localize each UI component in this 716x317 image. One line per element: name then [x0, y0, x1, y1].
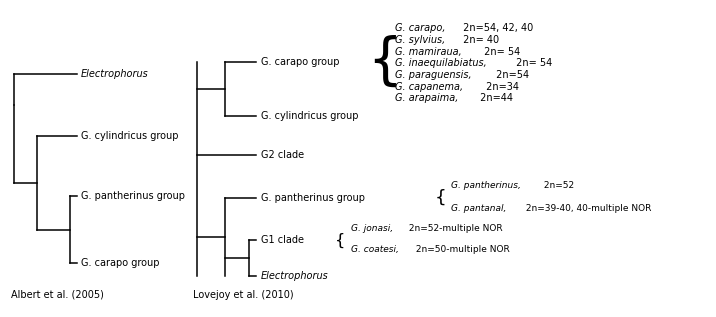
- Text: G. inaequilabiatus,: G. inaequilabiatus,: [395, 58, 487, 68]
- Text: 2n=54, 42, 40: 2n=54, 42, 40: [460, 23, 533, 34]
- Text: G1 clade: G1 clade: [261, 235, 304, 245]
- Text: 2n= 40: 2n= 40: [460, 35, 499, 45]
- Text: G. sylvius,: G. sylvius,: [395, 35, 445, 45]
- Text: 2n=44: 2n=44: [477, 94, 513, 103]
- Text: {: {: [435, 189, 447, 207]
- Text: G. pantanal,: G. pantanal,: [451, 204, 507, 213]
- Text: {: {: [335, 232, 346, 248]
- Text: G. coatesi,: G. coatesi,: [351, 245, 399, 254]
- Text: G. jonasi,: G. jonasi,: [351, 224, 393, 233]
- Text: Electrophorus: Electrophorus: [81, 69, 149, 79]
- Text: G. arapaima,: G. arapaima,: [395, 94, 458, 103]
- Text: G. mamiraua,: G. mamiraua,: [395, 47, 462, 57]
- Text: G. paraguensis,: G. paraguensis,: [395, 70, 472, 80]
- Text: G. carapo group: G. carapo group: [81, 258, 160, 268]
- Text: G. carapo group: G. carapo group: [261, 57, 339, 67]
- Text: Albert et al. (2005): Albert et al. (2005): [11, 290, 104, 300]
- Text: {: {: [367, 35, 402, 89]
- Text: G. cylindricus group: G. cylindricus group: [261, 111, 359, 121]
- Text: G. pantherinus,: G. pantherinus,: [451, 181, 521, 190]
- Text: 2n= 54: 2n= 54: [513, 58, 552, 68]
- Text: Lovejoy et al. (2010): Lovejoy et al. (2010): [193, 290, 294, 300]
- Text: G2 clade: G2 clade: [261, 150, 304, 160]
- Text: G. pantherinus group: G. pantherinus group: [261, 193, 365, 203]
- Text: 2n=52-multiple NOR: 2n=52-multiple NOR: [406, 224, 503, 233]
- Text: 2n= 54: 2n= 54: [481, 47, 521, 57]
- Text: 2n=34: 2n=34: [483, 82, 518, 92]
- Text: Electrophorus: Electrophorus: [261, 271, 329, 281]
- Text: 2n=54: 2n=54: [493, 70, 530, 80]
- Text: G. cylindricus group: G. cylindricus group: [81, 131, 178, 141]
- Text: 2n=52: 2n=52: [541, 181, 574, 190]
- Text: G. capanema,: G. capanema,: [395, 82, 463, 92]
- Text: 2n=50-multiple NOR: 2n=50-multiple NOR: [413, 245, 510, 254]
- Text: G. carapo,: G. carapo,: [395, 23, 445, 34]
- Text: G. pantherinus group: G. pantherinus group: [81, 191, 185, 201]
- Text: 2n=39-40, 40-multiple NOR: 2n=39-40, 40-multiple NOR: [523, 204, 651, 213]
